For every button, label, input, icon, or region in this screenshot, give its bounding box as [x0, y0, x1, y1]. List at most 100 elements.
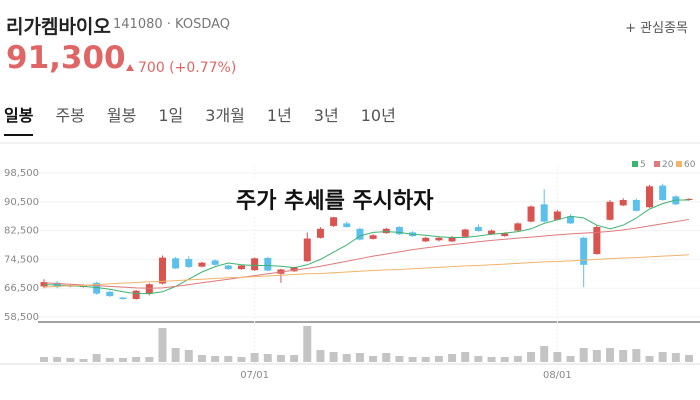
candle-body	[316, 228, 324, 238]
candle-body	[619, 200, 627, 206]
candle-body	[40, 282, 48, 287]
volume-bar	[658, 352, 667, 362]
legend-label: 60	[684, 160, 696, 170]
y-tick-label: 98,500	[4, 168, 39, 179]
volume-bar	[408, 357, 417, 362]
volume-bar	[79, 359, 88, 362]
volume-bar	[224, 356, 233, 362]
candle-body	[198, 262, 206, 267]
volume-bar	[619, 350, 628, 362]
volume-bar	[461, 352, 470, 362]
volume-bar	[342, 354, 351, 362]
volume-bar	[369, 356, 378, 362]
volume-bar	[448, 354, 457, 362]
tab[interactable]: 3년	[313, 106, 339, 125]
candle-body	[119, 297, 127, 299]
volume-bar	[645, 356, 654, 362]
watch-label[interactable]: 관심종목	[640, 21, 688, 36]
candle-body	[501, 233, 509, 236]
candle-body	[685, 198, 693, 200]
candle-body	[632, 200, 640, 211]
volume-bar	[553, 352, 562, 362]
candle-body	[145, 284, 153, 294]
tab[interactable]: 1년	[266, 106, 292, 125]
y-tick-label: 90,500	[4, 197, 39, 208]
candle-body	[606, 201, 614, 220]
candle-body	[514, 223, 522, 231]
x-tick-label: 08/01	[543, 370, 572, 381]
legend-swatch	[632, 161, 638, 167]
candle-body	[303, 238, 311, 262]
legend-swatch	[676, 161, 682, 167]
volume-bar	[184, 350, 193, 362]
volume-bar	[132, 357, 141, 362]
volume-bar	[92, 354, 101, 362]
y-tick-label: 82,500	[4, 226, 39, 237]
volume-bar	[316, 350, 325, 362]
price: 91,300	[6, 40, 126, 76]
volume-bar	[118, 358, 127, 362]
change: 700 (+0.77%)	[126, 60, 236, 76]
volume-bar	[606, 348, 615, 362]
candle-body	[330, 217, 338, 226]
tab[interactable]: 월봉	[106, 106, 137, 125]
tab[interactable]: 일봉	[4, 102, 34, 136]
volume-bar	[592, 350, 601, 362]
legend-label: 5	[640, 160, 646, 170]
up-arrow	[126, 64, 134, 71]
candle-body	[356, 228, 364, 240]
legend-label: 20	[662, 160, 674, 170]
candle-body	[461, 229, 469, 237]
volume-bar	[632, 349, 641, 362]
tab[interactable]: 10년	[360, 106, 396, 125]
candle-body	[93, 282, 101, 294]
volume-bar	[290, 355, 299, 362]
volume-bar	[500, 357, 509, 362]
moving-average	[43, 218, 690, 289]
volume-bar	[276, 355, 285, 362]
volume-bar	[566, 356, 575, 362]
candle-body	[567, 216, 575, 224]
moving-average	[43, 199, 689, 295]
volume-bar	[685, 355, 693, 362]
moving-average	[43, 254, 690, 288]
volume-bar	[40, 357, 48, 362]
tab[interactable]: 주봉	[55, 106, 85, 125]
stock-info: 141080 · KOSDAQ	[113, 17, 231, 32]
volume-bar	[395, 356, 404, 362]
volume-bar	[474, 356, 483, 362]
volume-bar	[579, 348, 588, 362]
tab[interactable]: 1일	[158, 106, 184, 125]
y-tick-label: 74,500	[4, 254, 39, 265]
change-text: 700 (+0.77%)	[138, 60, 237, 76]
candle-body	[264, 257, 272, 271]
volume-bar	[421, 357, 430, 362]
volume-bar	[53, 357, 62, 362]
volume-bar	[671, 353, 680, 362]
candle-body	[290, 267, 298, 272]
candle-body	[395, 227, 403, 235]
candle-body	[435, 237, 443, 241]
watch-button[interactable]: + 관심종목	[625, 21, 688, 36]
candle-body	[659, 185, 667, 200]
stock-name: 리가켐바이오	[6, 16, 111, 38]
candle-body	[422, 237, 430, 242]
volume-bar	[263, 354, 272, 362]
volume-bar	[250, 353, 259, 362]
overlay-caption: 주가 추세를 주시하자	[232, 181, 438, 217]
volume-bar	[487, 357, 496, 362]
volume-bar	[540, 346, 549, 362]
candle-body	[488, 230, 496, 235]
volume-bar	[171, 348, 180, 362]
y-tick-label: 58,500	[4, 312, 39, 323]
volume-bar	[237, 357, 246, 362]
candle-body	[158, 257, 166, 284]
candle-body	[540, 204, 548, 222]
volume-bar	[66, 358, 75, 362]
volume-bar	[434, 356, 443, 362]
volume-bar	[513, 356, 522, 362]
legend-swatch	[654, 161, 660, 167]
tab[interactable]: 3개월	[205, 106, 245, 125]
candle-body	[106, 291, 114, 297]
